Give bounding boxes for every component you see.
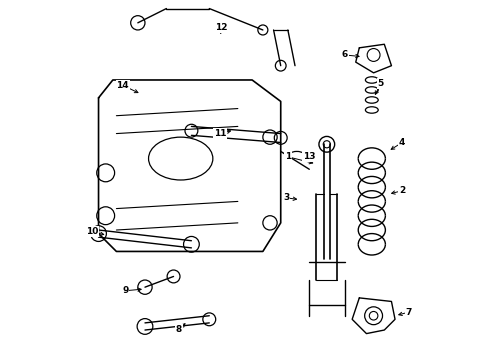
Text: 10: 10 xyxy=(86,227,98,236)
Text: 3: 3 xyxy=(283,193,289,202)
Text: 14: 14 xyxy=(117,81,129,90)
Text: 9: 9 xyxy=(122,286,128,295)
Text: 5: 5 xyxy=(378,79,384,88)
Text: 12: 12 xyxy=(216,23,228,32)
Text: 2: 2 xyxy=(399,186,405,195)
Text: 6: 6 xyxy=(342,50,348,59)
Text: 4: 4 xyxy=(399,138,405,147)
Text: 1: 1 xyxy=(285,152,291,161)
Text: 13: 13 xyxy=(303,152,316,161)
Text: 8: 8 xyxy=(176,325,182,334)
Text: 11: 11 xyxy=(214,129,226,138)
Text: 7: 7 xyxy=(405,308,412,317)
